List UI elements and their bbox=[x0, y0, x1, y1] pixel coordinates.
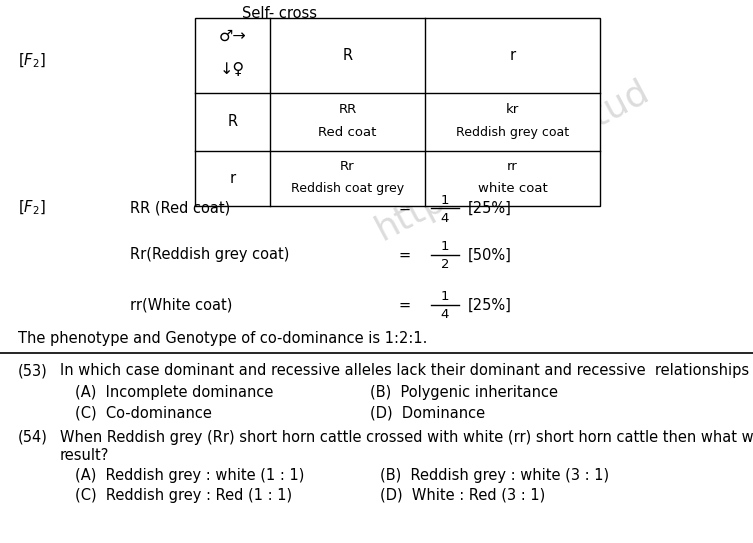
Text: r: r bbox=[510, 48, 516, 63]
Text: (A)  Reddish grey : white (1 : 1): (A) Reddish grey : white (1 : 1) bbox=[75, 468, 304, 483]
Text: Red coat: Red coat bbox=[319, 126, 376, 139]
Text: ♂→: ♂→ bbox=[218, 29, 246, 44]
Text: $[F_2]$: $[F_2]$ bbox=[18, 51, 46, 70]
Text: (A)  Incomplete dominance: (A) Incomplete dominance bbox=[75, 385, 273, 400]
Text: (B)  Polygenic inheritance: (B) Polygenic inheritance bbox=[370, 385, 558, 400]
Text: (C)  Co-dominance: (C) Co-dominance bbox=[75, 405, 212, 420]
Text: R: R bbox=[227, 115, 237, 129]
Text: The phenotype and Genotype of co-dominance is 1:2:1.: The phenotype and Genotype of co-dominan… bbox=[18, 331, 428, 345]
Text: 1: 1 bbox=[441, 241, 450, 254]
Text: R: R bbox=[343, 48, 352, 63]
Text: In which case dominant and recessive alleles lack their dominant and recessive  : In which case dominant and recessive all… bbox=[60, 363, 753, 378]
Text: (54): (54) bbox=[18, 430, 48, 445]
Text: (B)  Reddish grey : white (3 : 1): (B) Reddish grey : white (3 : 1) bbox=[380, 468, 609, 483]
Text: Rr: Rr bbox=[340, 160, 355, 173]
Text: Reddish coat grey: Reddish coat grey bbox=[291, 182, 404, 195]
Text: $[F_2]$: $[F_2]$ bbox=[18, 199, 46, 217]
Text: (C)  Reddish grey : Red (1 : 1): (C) Reddish grey : Red (1 : 1) bbox=[75, 488, 292, 503]
Text: ↓♀: ↓♀ bbox=[220, 61, 245, 77]
Text: RR: RR bbox=[338, 103, 357, 116]
Text: https://www.stud: https://www.stud bbox=[370, 73, 655, 247]
Text: rr: rr bbox=[507, 160, 518, 173]
Text: =: = bbox=[399, 298, 411, 313]
Text: (53): (53) bbox=[18, 363, 47, 378]
Text: [50%]: [50%] bbox=[468, 248, 512, 262]
Text: Self- cross: Self- cross bbox=[242, 6, 318, 21]
Text: rr(White coat): rr(White coat) bbox=[130, 298, 233, 313]
Text: result?: result? bbox=[60, 448, 109, 463]
Text: r: r bbox=[230, 171, 236, 186]
Text: =: = bbox=[399, 200, 411, 216]
Text: [25%]: [25%] bbox=[468, 298, 512, 313]
Text: Rr(Reddish grey coat): Rr(Reddish grey coat) bbox=[130, 248, 289, 262]
Text: [25%]: [25%] bbox=[468, 200, 512, 216]
Text: =: = bbox=[399, 248, 411, 262]
Text: 4: 4 bbox=[441, 212, 450, 224]
Text: 2: 2 bbox=[441, 258, 450, 272]
Text: RR (Red coat): RR (Red coat) bbox=[130, 200, 230, 216]
Text: When Reddish grey (Rr) short horn cattle crossed with white (rr) short horn catt: When Reddish grey (Rr) short horn cattle… bbox=[60, 430, 753, 445]
Text: (D)  Dominance: (D) Dominance bbox=[370, 405, 485, 420]
Text: kr: kr bbox=[506, 103, 519, 116]
Text: 1: 1 bbox=[441, 193, 450, 206]
Text: (D)  White : Red (3 : 1): (D) White : Red (3 : 1) bbox=[380, 488, 545, 503]
Text: 1: 1 bbox=[441, 291, 450, 304]
Text: Reddish grey coat: Reddish grey coat bbox=[456, 126, 569, 139]
Text: 4: 4 bbox=[441, 308, 450, 321]
Text: white coat: white coat bbox=[477, 182, 547, 195]
Bar bbox=[195, 18, 600, 206]
